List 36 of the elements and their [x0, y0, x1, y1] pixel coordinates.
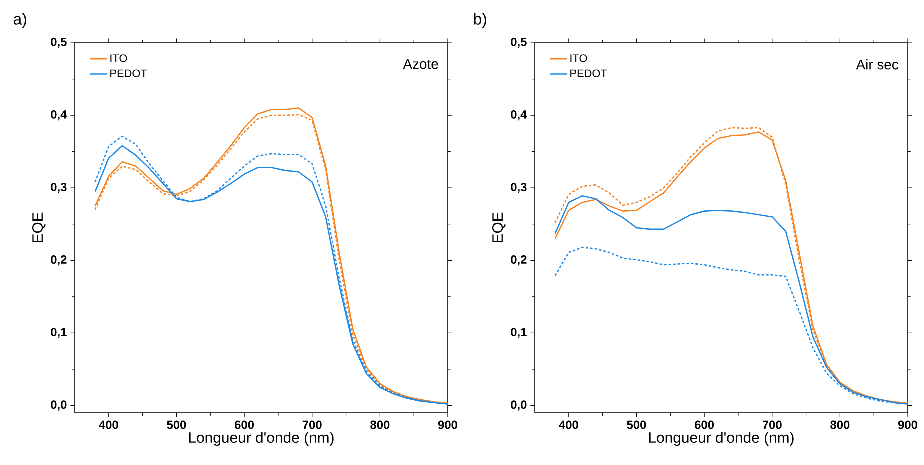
annotation: Air sec	[856, 59, 899, 70]
legend-label: PEDOT	[110, 70, 148, 78]
y-tick-label: 0,5	[511, 38, 527, 48]
x-tick-label: 500	[627, 420, 646, 430]
x-tick-label: 400	[559, 420, 578, 430]
x-tick-label: 800	[830, 420, 850, 430]
y-tick-label: 0,5	[51, 38, 67, 48]
y-tick-label: 0,1	[51, 328, 67, 338]
x-tick-label: 900	[438, 420, 458, 430]
y-tick-label: 0,0	[511, 400, 527, 411]
x-tick-label: 400	[99, 420, 118, 430]
x-tick-label: 900	[898, 420, 918, 430]
y-tick-label: 0,4	[511, 110, 528, 121]
x-tick-label: 700	[762, 420, 782, 430]
annotation: Azote	[403, 59, 438, 70]
chart-title: b)	[474, 13, 486, 28]
y-tick-label: 0,2	[51, 256, 67, 266]
chart-title: a)	[14, 13, 26, 28]
y-tick-label: 0,4	[51, 110, 68, 121]
x-tick-label: 600	[695, 420, 714, 430]
x-tick-label: 500	[167, 420, 186, 430]
x-tick-label: 600	[235, 420, 254, 430]
y-axis-title: EQE	[32, 212, 46, 243]
legend-label: ITO	[110, 54, 128, 62]
y-tick-label: 0,3	[511, 183, 527, 194]
x-axis-title: Longueur d'onde (nm)	[649, 432, 794, 446]
y-tick-label: 0,2	[511, 256, 527, 266]
x-axis-title: Longueur d'onde (nm)	[189, 432, 334, 446]
y-axis-title: EQE	[492, 212, 506, 243]
x-tick-label: 700	[302, 420, 322, 430]
y-tick-label: 0,3	[51, 183, 67, 194]
y-tick-label: 0,1	[511, 328, 527, 338]
legend-label: ITO	[570, 54, 588, 62]
x-tick-label: 800	[370, 420, 390, 430]
legend-label: PEDOT	[570, 70, 608, 78]
y-tick-label: 0,0	[51, 400, 67, 411]
